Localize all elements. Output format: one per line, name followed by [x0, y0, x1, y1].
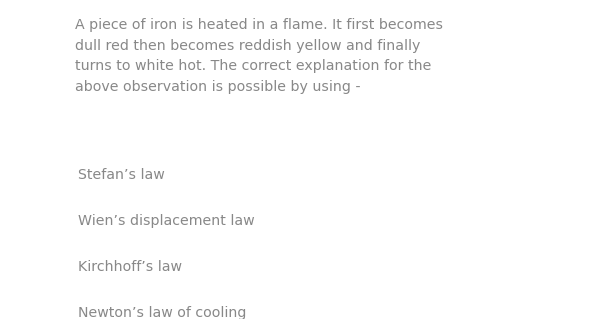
Text: Wien’s displacement law: Wien’s displacement law: [78, 214, 254, 228]
Text: Kirchhoff’s law: Kirchhoff’s law: [78, 260, 182, 274]
Text: A piece of iron is heated in a flame. It first becomes
dull red then becomes red: A piece of iron is heated in a flame. It…: [75, 18, 443, 94]
Text: Stefan’s law: Stefan’s law: [78, 168, 165, 182]
Text: Newton’s law of cooling: Newton’s law of cooling: [78, 306, 246, 319]
